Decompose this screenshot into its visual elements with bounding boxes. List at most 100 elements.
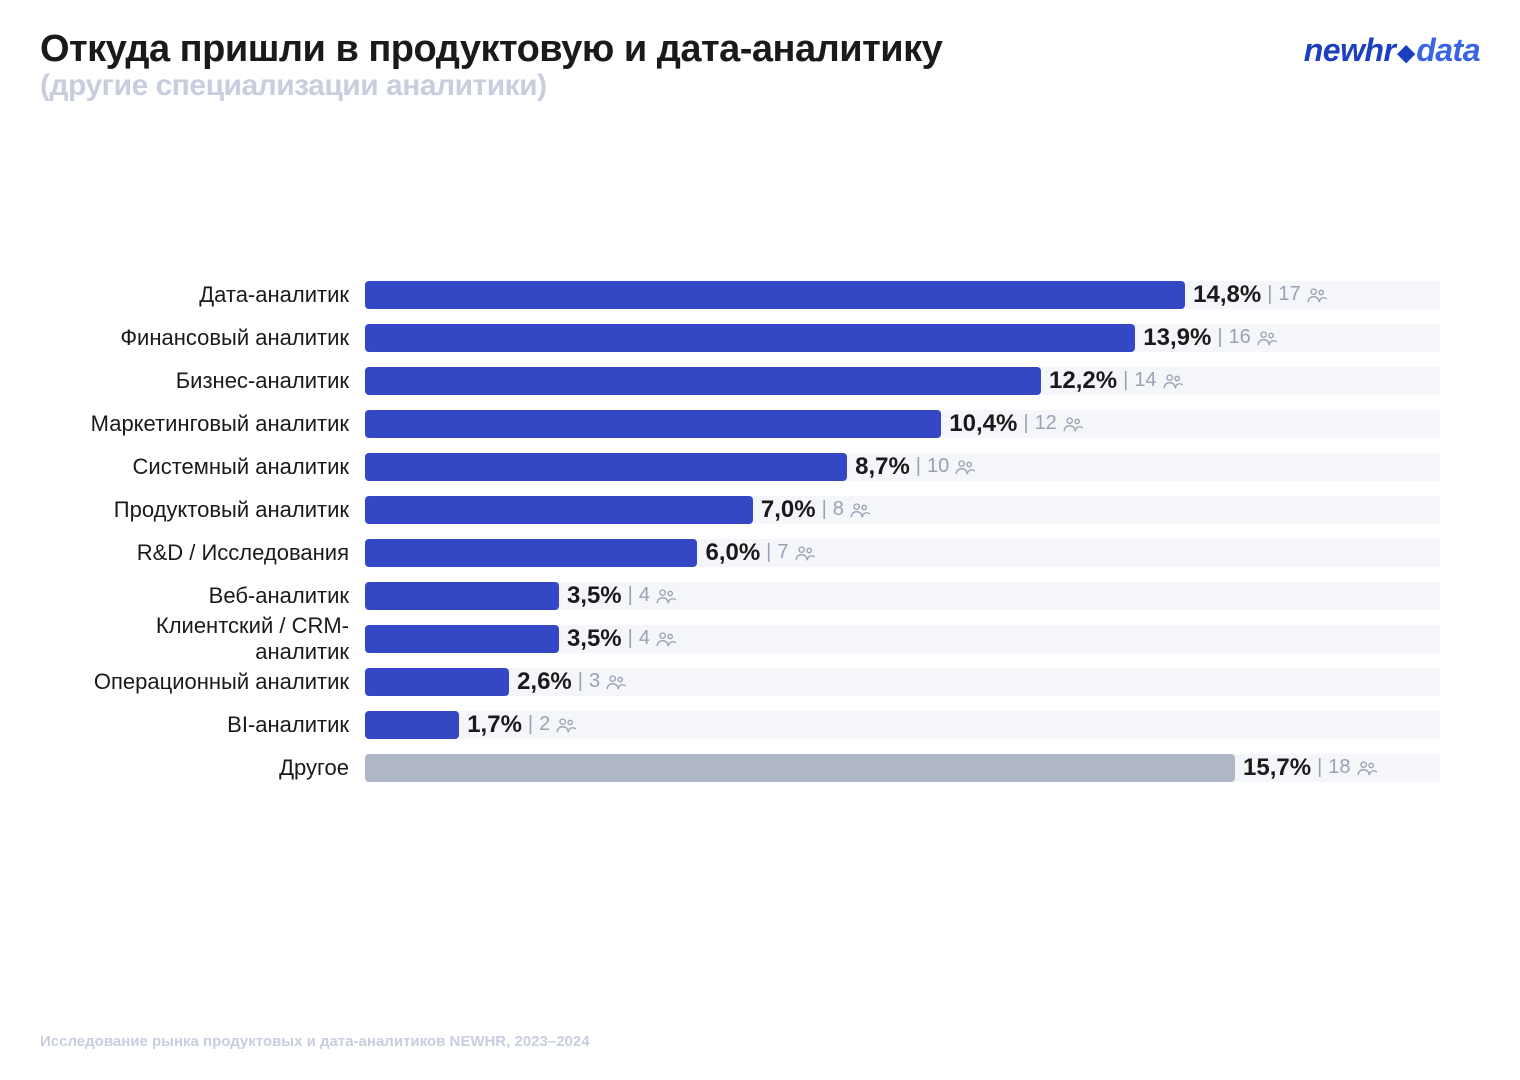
bar-track: 13,9% | 16 <box>365 324 1440 352</box>
chart-row: Продуктовый аналитик7,0%|8 <box>80 488 1440 531</box>
bar-percent: 1,7% <box>467 711 522 739</box>
bar-value-group: 2,6% | 3 <box>517 668 626 696</box>
bar-fill <box>365 625 559 653</box>
people-icon <box>1063 416 1083 432</box>
bar-fill <box>365 453 847 481</box>
row-label: Маркетинговый аналитик <box>80 411 365 437</box>
row-label: Бизнес-аналитик <box>80 368 365 394</box>
bar-fill <box>365 410 941 438</box>
bar-value-group: 3,5%|4 <box>567 625 676 653</box>
bar-track: 8,7%|10 <box>365 453 1440 481</box>
divider-icon: | <box>1123 369 1128 392</box>
logo-left: newhr <box>1304 32 1396 68</box>
divider-icon: | <box>916 455 921 478</box>
divider-icon: | <box>628 584 633 607</box>
divider-icon: | <box>1217 326 1222 349</box>
bar-count: 2 <box>539 713 550 736</box>
bar-percent: 6,0% <box>705 539 760 567</box>
people-icon <box>1357 760 1377 776</box>
logo-separator-icon: ◆ <box>1397 40 1414 65</box>
bar-fill <box>365 582 559 610</box>
bar-percent: 7,0% <box>761 496 816 524</box>
footer-caption: Исследование рынка продуктовых и дата-ан… <box>40 1033 590 1050</box>
divider-icon: | <box>766 541 771 564</box>
bar-value-group: 3,5%|4 <box>567 582 676 610</box>
header: Откуда пришли в продуктовую и дата-анали… <box>40 28 1480 103</box>
people-icon <box>656 588 676 604</box>
row-label: Другое <box>80 755 365 781</box>
bar-value-group: 15,7%|18 <box>1243 754 1377 782</box>
chart-row: Бизнес-аналитик 12,2% | 14 <box>80 359 1440 402</box>
row-label: BI-аналитик <box>80 712 365 738</box>
people-icon <box>656 631 676 647</box>
bar-percent: 10,4% <box>949 410 1017 438</box>
people-icon <box>606 674 626 690</box>
bar-fill <box>365 281 1185 309</box>
logo-right: data <box>1416 32 1480 68</box>
bar-count: 14 <box>1134 369 1156 392</box>
bar-count: 7 <box>777 541 788 564</box>
bar-value-group: 13,9% | 16 <box>1143 324 1277 352</box>
chart-row: Системный аналитик8,7%|10 <box>80 445 1440 488</box>
chart-row: R&D / Исследования 6,0% | 7 <box>80 531 1440 574</box>
bar-track: 10,4% | 12 <box>365 410 1440 438</box>
divider-icon: | <box>1267 283 1272 306</box>
row-label: Дата-аналитик <box>80 282 365 308</box>
divider-icon: | <box>1317 756 1322 779</box>
people-icon <box>850 502 870 518</box>
bar-fill <box>365 668 509 696</box>
bar-value-group: 1,7%|2 <box>467 711 576 739</box>
bar-count: 3 <box>589 670 600 693</box>
chart-row: Операционный аналитик 2,6% | 3 <box>80 660 1440 703</box>
people-icon <box>1307 287 1327 303</box>
divider-icon: | <box>822 498 827 521</box>
chart-row: BI-аналитик 1,7%|2 <box>80 703 1440 746</box>
bar-percent: 14,8% <box>1193 281 1261 309</box>
bar-fill <box>365 367 1041 395</box>
people-icon <box>795 545 815 561</box>
bar-track: 3,5%|4 <box>365 625 1440 653</box>
row-label: Системный аналитик <box>80 454 365 480</box>
bar-value-group: 8,7%|10 <box>855 453 975 481</box>
row-label: Клиентский / CRM-аналитик <box>80 613 365 665</box>
divider-icon: | <box>628 627 633 650</box>
bar-value-group: 6,0% | 7 <box>705 539 814 567</box>
bar-track: 12,2% | 14 <box>365 367 1440 395</box>
bar-count: 4 <box>639 584 650 607</box>
bar-track: 2,6% | 3 <box>365 668 1440 696</box>
bar-fill <box>365 539 697 567</box>
bar-fill <box>365 711 459 739</box>
bar-count: 8 <box>833 498 844 521</box>
bar-chart: Дата-аналитик14,8%|17 Финансовый аналити… <box>80 273 1440 789</box>
chart-row: Другое 15,7%|18 <box>80 746 1440 789</box>
row-label: R&D / Исследования <box>80 540 365 566</box>
people-icon <box>556 717 576 733</box>
chart-row: Веб-аналитик3,5%|4 <box>80 574 1440 617</box>
bar-count: 16 <box>1229 326 1251 349</box>
bar-count: 12 <box>1035 412 1057 435</box>
bar-percent: 2,6% <box>517 668 572 696</box>
bar-count: 10 <box>927 455 949 478</box>
bar-fill <box>365 754 1235 782</box>
bar-fill <box>365 324 1135 352</box>
people-icon <box>1163 373 1183 389</box>
bar-track: 15,7%|18 <box>365 754 1440 782</box>
bar-value-group: 10,4% | 12 <box>949 410 1083 438</box>
bar-fill <box>365 496 753 524</box>
people-icon <box>955 459 975 475</box>
page-subtitle: (другие специализации аналитики) <box>40 69 1480 103</box>
bar-track: 14,8%|17 <box>365 281 1440 309</box>
row-label: Операционный аналитик <box>80 669 365 695</box>
divider-icon: | <box>1023 412 1028 435</box>
chart-row: Маркетинговый аналитик 10,4% | 12 <box>80 402 1440 445</box>
chart-row: Дата-аналитик14,8%|17 <box>80 273 1440 316</box>
bar-percent: 13,9% <box>1143 324 1211 352</box>
bar-track: 6,0% | 7 <box>365 539 1440 567</box>
bar-track: 7,0% | 8 <box>365 496 1440 524</box>
divider-icon: | <box>578 670 583 693</box>
chart-row: Финансовый аналитик13,9%|16 <box>80 316 1440 359</box>
people-icon <box>1257 330 1277 346</box>
bar-value-group: 12,2% | 14 <box>1049 367 1183 395</box>
bar-percent: 12,2% <box>1049 367 1117 395</box>
page-title: Откуда пришли в продуктовую и дата-анали… <box>40 28 1480 71</box>
